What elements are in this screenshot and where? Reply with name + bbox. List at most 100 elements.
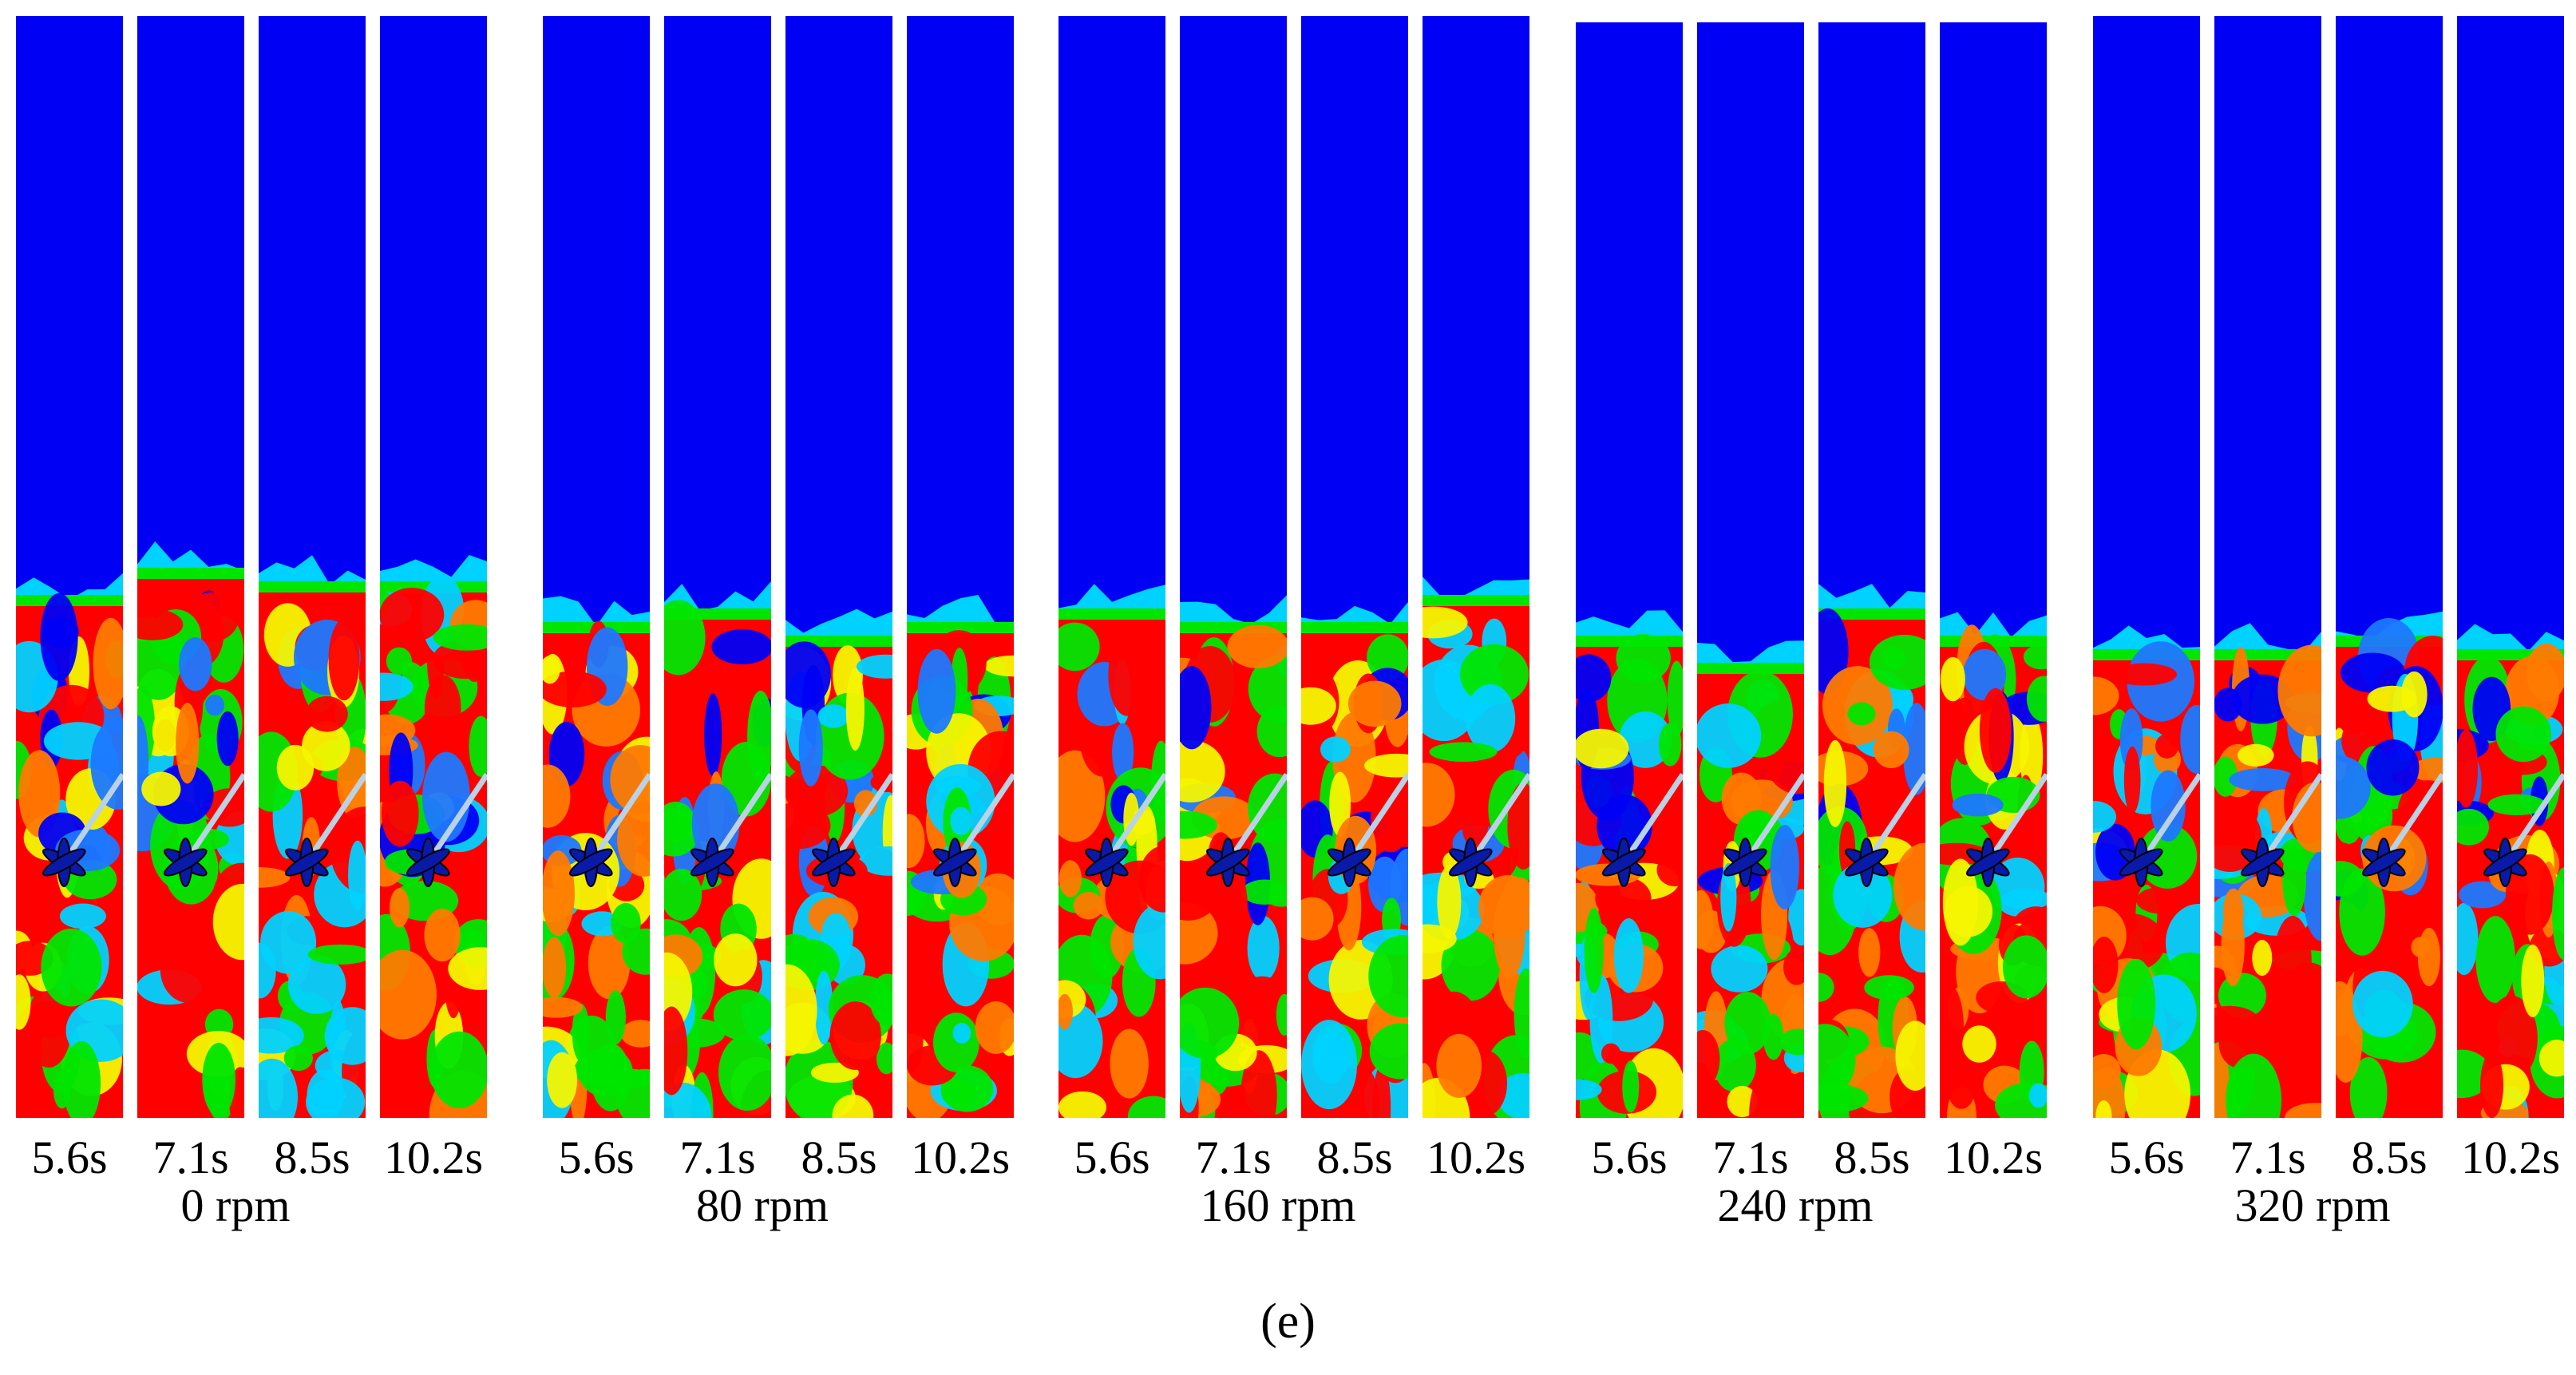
- impeller-blade: [933, 848, 977, 877]
- volume-fraction-contour: [380, 555, 487, 1118]
- contour-blob: [1371, 784, 1408, 853]
- contour-blob: [547, 1052, 578, 1108]
- contour-blob: [1301, 1020, 1358, 1110]
- contour-blob: [337, 747, 366, 818]
- contour-blob: [1895, 1020, 1925, 1091]
- contour-blob: [1818, 1024, 1856, 1098]
- contour-blob: [1227, 624, 1287, 669]
- contour-blob: [1864, 975, 1914, 1001]
- impeller-shaft: [2139, 773, 2200, 864]
- contour-blob: [974, 873, 1014, 926]
- contour-blob: [1459, 644, 1529, 705]
- time-label: 7.1s: [2230, 1131, 2306, 1183]
- impeller-blade: [2241, 848, 2285, 877]
- contour-blob: [907, 997, 924, 1072]
- contour-blob: [1233, 976, 1287, 1051]
- impeller-blade: [812, 848, 856, 877]
- contour-blob: [2352, 970, 2413, 1038]
- contour-blob: [2136, 886, 2187, 914]
- contour-blob: [2282, 842, 2306, 917]
- contour-blob: [1110, 1028, 1149, 1099]
- contour-blob: [2002, 935, 2047, 999]
- impeller-shaft: [1468, 773, 1529, 864]
- contour-blob: [1180, 810, 1217, 839]
- contour-blob: [952, 1022, 971, 1044]
- impeller-blade: [1085, 848, 1129, 877]
- volume-fraction-contour: [2093, 625, 2200, 1118]
- contour-blob: [16, 974, 31, 1030]
- contour-blob: [747, 690, 771, 783]
- contour-blob: [1858, 928, 1881, 977]
- contour-blob: [259, 1016, 304, 1054]
- contour-blob: [324, 1007, 366, 1065]
- contour-blob: [1940, 982, 1964, 1071]
- contour-blob: [975, 1001, 1014, 1054]
- contour-blob: [1697, 890, 1714, 949]
- contour-blob: [1241, 1050, 1277, 1118]
- contour-blob: [2229, 768, 2297, 791]
- contour-blob: [785, 964, 817, 1056]
- contour-blob: [287, 955, 346, 1014]
- contour-blob: [41, 928, 102, 1007]
- contour-blob: [2366, 739, 2420, 796]
- contour-blob: [448, 947, 487, 990]
- contour-blob: [1595, 876, 1652, 921]
- contour-blob: [2226, 1053, 2281, 1118]
- contour-blob: [1584, 907, 1604, 993]
- contour-blob: [814, 970, 833, 1045]
- contour-blob: [1697, 1030, 1720, 1088]
- contour-blob: [2401, 671, 2428, 718]
- contour-blob: [259, 1058, 298, 1118]
- contour-blob: [1441, 929, 1500, 1001]
- contour-blob: [2095, 1100, 2112, 1118]
- contour-blob: [2303, 851, 2321, 941]
- contour-panel: [785, 16, 892, 1118]
- contour-blob: [179, 637, 212, 691]
- contour-blob: [1143, 656, 1165, 691]
- contour-blob: [260, 910, 317, 974]
- contour-blob: [429, 1031, 487, 1109]
- contour-blob: [212, 883, 244, 961]
- contour-blob: [433, 624, 487, 651]
- time-label: 7.1s: [679, 1131, 756, 1183]
- time-label: 8.5s: [2351, 1131, 2428, 1183]
- contour-blob: [1720, 862, 1737, 932]
- rpm-label: 240 rpm: [1717, 1179, 1874, 1231]
- contour-panel: [2336, 16, 2443, 1118]
- contour-blob: [283, 1045, 313, 1072]
- contour-blob: [1058, 993, 1073, 1030]
- contour-panel: [1940, 22, 2047, 1118]
- contour-blob: [1180, 987, 1240, 1059]
- impeller-blade: [1328, 848, 1371, 877]
- contour-panel: [664, 16, 771, 1118]
- contour-blob: [603, 1068, 650, 1089]
- contour-blob: [711, 629, 771, 664]
- impeller-shaft: [183, 773, 244, 864]
- impeller-blade: [690, 848, 734, 877]
- contour-blob: [2111, 663, 2177, 686]
- contour-blob: [572, 1003, 590, 1062]
- volume-fraction-contour: [785, 608, 892, 1118]
- contour-blob: [1248, 654, 1287, 723]
- impeller-blade: [1845, 848, 1889, 877]
- contour-blob: [2151, 770, 2186, 842]
- contour-blob: [917, 648, 956, 734]
- contour-blob: [1902, 703, 1925, 795]
- contour-panel: [137, 16, 244, 1118]
- contour-blob: [620, 1020, 650, 1048]
- contour-blob: [62, 1040, 101, 1118]
- contour-blob: [617, 802, 650, 877]
- contour-blob: [1613, 918, 1644, 993]
- impeller-blade: [2119, 848, 2163, 877]
- panel-group-2: 5.6s 7.1s 8.5s 10.2s 80 rpm: [543, 0, 1014, 1294]
- contour-blob: [1656, 853, 1683, 887]
- contour-blob: [935, 775, 981, 797]
- contour-blob: [1108, 633, 1146, 716]
- impeller-blade: [1449, 848, 1493, 877]
- contour-blob: [610, 744, 650, 814]
- contour-blob: [2222, 888, 2244, 935]
- impeller-shaft: [2260, 773, 2321, 864]
- time-label: 7.1s: [1195, 1131, 1272, 1183]
- contour-blob: [1514, 968, 1529, 1059]
- contour-blob: [1180, 666, 1212, 750]
